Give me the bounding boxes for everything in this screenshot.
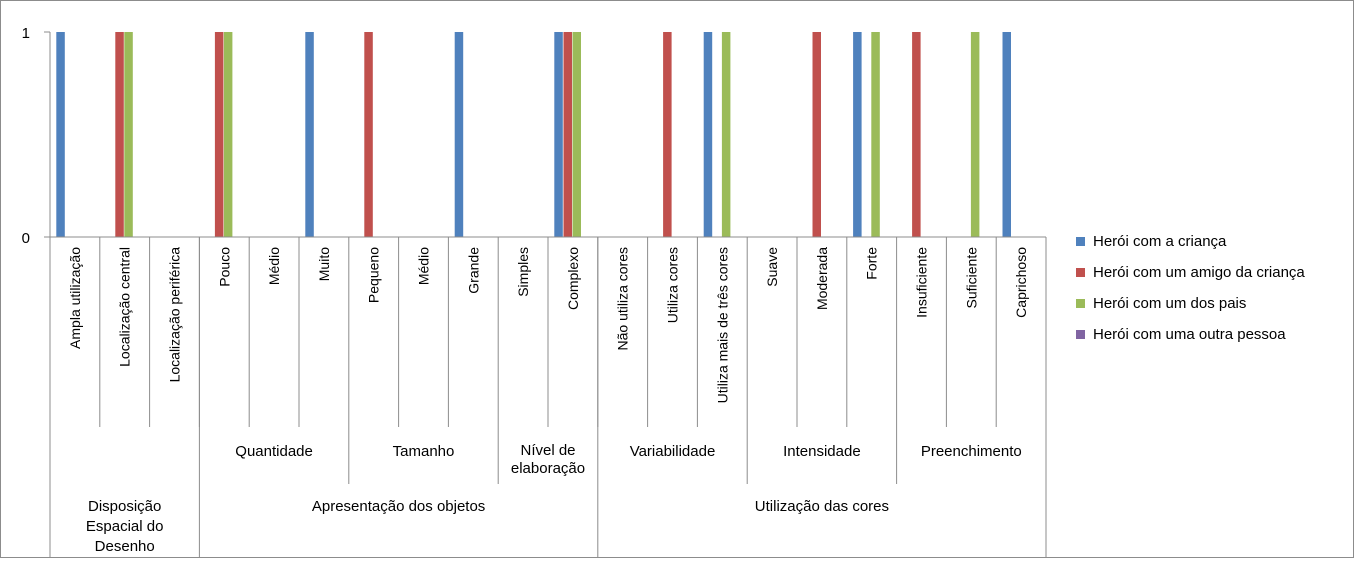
bar bbox=[115, 32, 124, 237]
x-tick-label: Suave bbox=[764, 247, 780, 287]
category-labels: Ampla utilização Localização central Local… bbox=[67, 247, 1029, 555]
bar bbox=[223, 32, 233, 237]
bar bbox=[554, 32, 563, 237]
x-tick-label: Simples bbox=[515, 247, 531, 297]
x-tick-label: Complexo bbox=[565, 247, 581, 310]
group-label: Utilização das cores bbox=[755, 498, 889, 515]
axes-layer: 10 bbox=[22, 25, 1047, 557]
group-label: Espacial do bbox=[86, 518, 164, 535]
x-tick-label: Caprichoso bbox=[1013, 247, 1029, 318]
legend-swatch bbox=[1076, 330, 1085, 339]
bar bbox=[454, 32, 464, 237]
bar bbox=[364, 32, 373, 237]
x-tick-label: Utiliza cores bbox=[665, 247, 681, 323]
x-tick-label: Utiliza mais de três cores bbox=[714, 247, 730, 403]
x-tick-label: Médio bbox=[266, 247, 282, 285]
y-tick-label: 1 bbox=[22, 25, 30, 42]
legend-label: Herói com um dos pais bbox=[1093, 295, 1246, 312]
bar bbox=[721, 32, 731, 237]
x-tick-label: Suficiente bbox=[963, 247, 979, 309]
x-tick-label: Muito bbox=[316, 247, 332, 281]
subgroup-label: Preenchimento bbox=[921, 443, 1022, 460]
bar bbox=[663, 32, 672, 237]
legend-label: Herói com uma outra pessoa bbox=[1093, 326, 1286, 343]
bar bbox=[214, 32, 224, 237]
bar bbox=[1002, 32, 1011, 237]
bar bbox=[812, 32, 821, 237]
bar bbox=[305, 32, 314, 237]
bar bbox=[970, 32, 980, 237]
x-tick-label: Forte bbox=[864, 247, 880, 280]
legend: Herói com a criança Herói com um amigo da… bbox=[1076, 233, 1305, 343]
bar bbox=[912, 32, 921, 237]
legend-label: Herói com a criança bbox=[1093, 233, 1227, 250]
bar bbox=[124, 32, 133, 237]
x-tick-label: Localização central bbox=[117, 247, 133, 367]
group-label: Apresentação dos objetos bbox=[312, 498, 485, 515]
bar bbox=[853, 32, 862, 237]
bar bbox=[703, 32, 713, 237]
y-tick-label: 0 bbox=[22, 230, 30, 247]
bar bbox=[871, 32, 880, 237]
x-tick-label: Localização periférica bbox=[167, 247, 183, 383]
subgroup-label: Nível de bbox=[520, 442, 575, 459]
legend-swatch bbox=[1076, 299, 1085, 308]
bar bbox=[563, 32, 572, 237]
legend-label: Herói com um amigo da criança bbox=[1093, 264, 1305, 281]
legend-swatch bbox=[1076, 268, 1085, 277]
x-tick-label: Médio bbox=[416, 247, 432, 285]
bar bbox=[56, 32, 65, 237]
x-tick-label: Não utiliza cores bbox=[615, 247, 631, 351]
x-tick-label: Pouco bbox=[216, 247, 232, 287]
subgroup-label: Variabilidade bbox=[630, 443, 716, 460]
bar bbox=[572, 32, 581, 237]
x-tick-label: Insuficiente bbox=[914, 247, 930, 318]
x-tick-label: Moderada bbox=[814, 247, 830, 310]
legend-swatch bbox=[1076, 237, 1085, 246]
x-tick-label: Pequeno bbox=[366, 247, 382, 303]
group-label: Disposição bbox=[88, 498, 161, 515]
subgroup-label: Quantidade bbox=[235, 443, 313, 460]
x-tick-label: Grande bbox=[465, 247, 481, 294]
group-label: Desenho bbox=[95, 538, 155, 555]
x-tick-label: Ampla utilização bbox=[67, 247, 83, 349]
subgroup-label: Intensidade bbox=[783, 443, 861, 460]
bars-layer bbox=[56, 32, 1011, 237]
subgroup-label: elaboração bbox=[511, 460, 585, 477]
subgroup-label: Tamanho bbox=[393, 443, 455, 460]
